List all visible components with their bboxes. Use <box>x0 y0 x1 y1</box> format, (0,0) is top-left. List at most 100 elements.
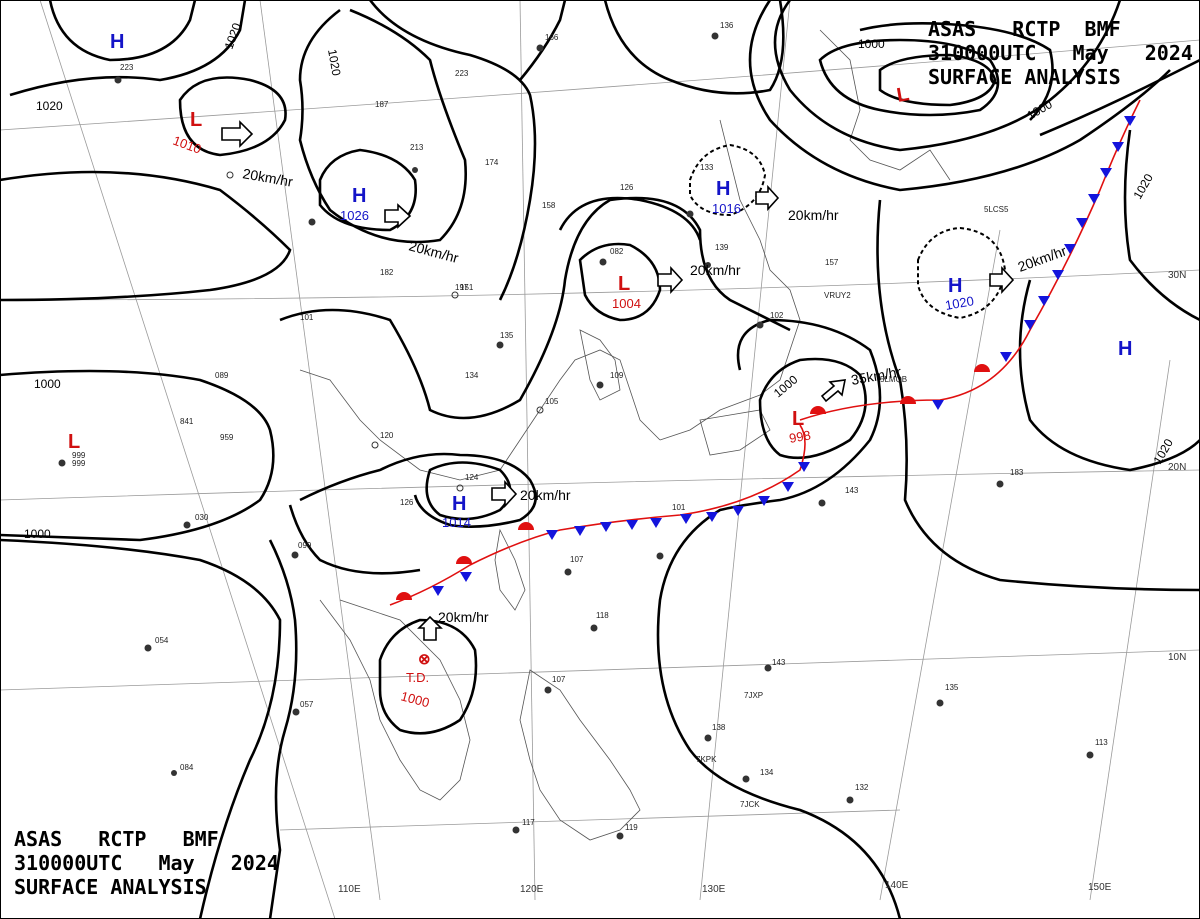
title-line: ASAS RCTP BMF <box>928 17 1121 41</box>
svg-text:166: 166 <box>545 33 559 42</box>
isobar <box>519 0 567 81</box>
tropical-depression-label: T.D. <box>406 670 429 685</box>
lon-label: 120E <box>520 884 544 895</box>
svg-text:126: 126 <box>620 183 634 192</box>
isobar <box>288 504 421 575</box>
svg-text:101: 101 <box>672 503 686 512</box>
cold-front-triangle <box>706 512 718 522</box>
motion-speed-label: 20km/hr <box>520 487 571 503</box>
cold-front-triangle <box>600 522 612 532</box>
isobar <box>876 199 1200 592</box>
cold-front-triangle <box>626 520 638 530</box>
cold-front-triangle <box>782 482 794 492</box>
isobar <box>558 196 702 241</box>
high-pressure-symbol: H <box>452 493 466 515</box>
isobar-label: 1020 <box>325 48 343 77</box>
svg-text:101: 101 <box>300 313 314 322</box>
pressure-centers: H L 1010 H 1026 L 1004 H 1016 L H 1020 H… <box>68 31 1132 710</box>
svg-text:113: 113 <box>1095 738 1108 747</box>
motion-speed-label: 20km/hr <box>241 165 294 190</box>
cold-front-triangle <box>1088 194 1100 204</box>
low-pressure-value: 1004 <box>612 296 641 311</box>
isobar <box>578 242 662 322</box>
high-pressure-value: 1014 <box>442 515 471 530</box>
cold-front-triangle <box>1064 244 1076 254</box>
svg-text:158: 158 <box>542 201 556 210</box>
motion-speed-label: 20km/hr <box>1016 242 1069 274</box>
ship-ids: VRUY2 5LMQB 7JXP 7KPK 7JCK 5LCS5 <box>696 205 1009 809</box>
warm-front-semicircle <box>396 592 412 600</box>
svg-text:197: 197 <box>455 283 469 292</box>
svg-text:143: 143 <box>845 486 859 495</box>
svg-text:120: 120 <box>380 431 394 440</box>
lat-label: 20N <box>1168 462 1186 473</box>
motion-arrow-icon <box>820 379 847 403</box>
warm-front-semicircle <box>810 406 826 414</box>
low-pressure-value: 1010 <box>171 133 203 157</box>
motion-arrow-icon <box>755 184 780 212</box>
title-line: 310000UTC May 2024 <box>928 41 1193 65</box>
motion-speed-label: 20km/hr <box>788 207 839 223</box>
svg-text:118: 118 <box>596 611 609 620</box>
isobar <box>818 38 1000 117</box>
ship-id: 5LMQB <box>880 375 907 384</box>
isobar <box>1018 279 1200 472</box>
cold-front-triangle <box>1024 320 1036 330</box>
motion-arrows <box>221 120 1015 641</box>
motion-labels: 20km/hr 20km/hr 20km/hr 20km/hr 20km/hr … <box>241 165 1068 625</box>
isobar <box>178 76 287 157</box>
svg-text:136: 136 <box>720 21 734 30</box>
low-pressure-symbol: L <box>895 83 911 107</box>
svg-text:183: 183 <box>1010 468 1024 477</box>
svg-text:223: 223 <box>455 69 469 78</box>
svg-text:138: 138 <box>712 723 726 732</box>
isobar <box>368 0 537 301</box>
isobar-label: 1020 <box>1130 171 1156 201</box>
cold-front-triangle <box>1124 116 1136 126</box>
title-top: ASAS RCTP BMF 310000UTC May 2024 SURFACE… <box>928 17 1193 89</box>
svg-text:133: 133 <box>700 163 714 172</box>
svg-text:134: 134 <box>760 768 774 777</box>
svg-text:126: 126 <box>400 498 414 507</box>
cold-front-triangle <box>546 530 558 540</box>
svg-text:134: 134 <box>465 371 479 380</box>
high-pressure-symbol: H <box>1118 338 1132 360</box>
isobar <box>299 452 537 528</box>
svg-text:102: 102 <box>770 311 784 320</box>
svg-text:107: 107 <box>570 555 584 564</box>
svg-text:187: 187 <box>375 100 389 109</box>
motion-speed-label: 20km/hr <box>438 609 489 625</box>
high-pressure-value: 1026 <box>340 208 369 223</box>
isobar <box>1039 58 1200 137</box>
svg-text:109: 109 <box>610 371 624 380</box>
axis-labels: 110E 120E 130E 140E 150E 30N 20N 10N <box>338 270 1186 895</box>
tropical-depression-icon: ⊗ <box>418 651 431 668</box>
svg-text:135: 135 <box>945 683 959 692</box>
cold-front-triangle <box>1000 352 1012 362</box>
high-pressure-symbol: H <box>716 178 730 200</box>
svg-text:054: 054 <box>155 636 169 645</box>
svg-text:132: 132 <box>855 783 869 792</box>
cold-front-triangle <box>1038 296 1050 306</box>
motion-arrow-icon <box>221 120 254 148</box>
motion-arrow-icon <box>491 479 518 509</box>
lon-label: 130E <box>702 884 726 895</box>
svg-text:107: 107 <box>552 675 566 684</box>
svg-text:105: 105 <box>545 397 559 406</box>
lon-label: 140E <box>885 880 909 891</box>
svg-text:119: 119 <box>625 823 638 832</box>
high-pressure-symbol: H <box>948 275 962 297</box>
isobar-label: 1020 <box>36 99 63 113</box>
isobar <box>378 618 478 735</box>
warm-front-semicircle <box>974 364 990 372</box>
cold-front-triangle <box>1076 218 1088 228</box>
title-line: ASAS RCTP BMF <box>14 827 219 851</box>
low-pressure-value: 999 <box>72 459 86 468</box>
svg-text:135: 135 <box>500 331 514 340</box>
cold-front-triangle <box>758 496 770 506</box>
isobar <box>0 538 282 919</box>
warm-front-semicircle <box>900 396 916 404</box>
svg-text:959: 959 <box>220 433 234 442</box>
isobar-label: 1000 <box>24 527 51 541</box>
